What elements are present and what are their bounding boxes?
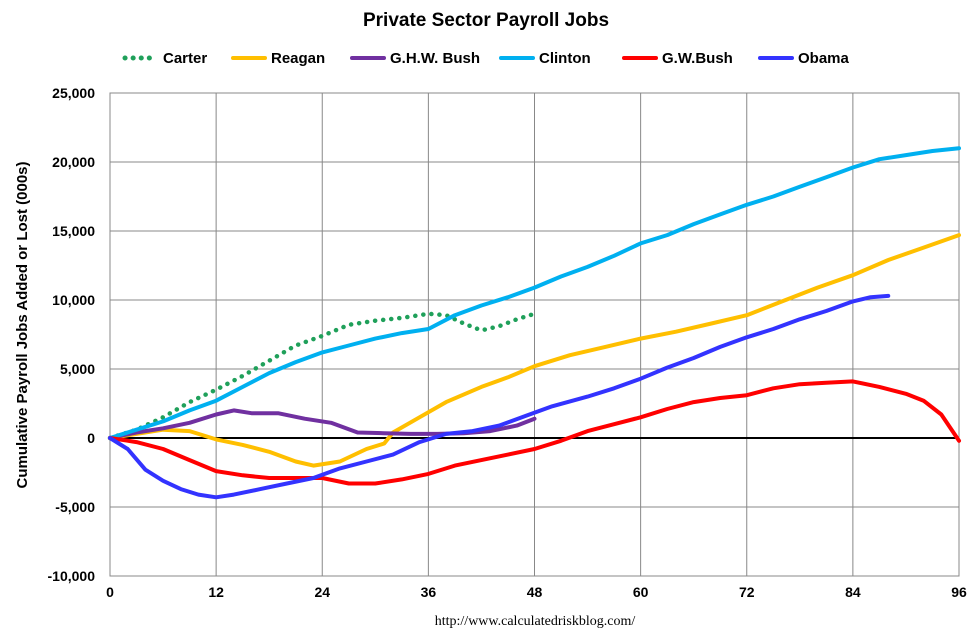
- legend-item-reagan: Reagan: [231, 50, 325, 67]
- series-line-g-w-bush: [108, 379, 961, 486]
- legend-label: Reagan: [271, 50, 325, 67]
- y-tick-label: -10,000: [48, 568, 96, 584]
- source-url: http://www.calculatedriskblog.com/: [435, 614, 636, 629]
- legend: Carter Reagan G.H.W. Bush Clinton G.W.Bush Ob…: [122, 50, 850, 67]
- legend-label: Clinton: [539, 50, 591, 67]
- x-axis-ticks: 0 12 24 36 48 60 72 84 96: [106, 584, 967, 600]
- x-tick-label: 36: [421, 584, 437, 600]
- x-tick-label: 72: [739, 584, 755, 600]
- y-tick-label: 15,000: [52, 223, 95, 239]
- series-line-carter: [107, 311, 537, 441]
- x-tick-label: 96: [951, 584, 967, 600]
- legend-item-carter: Carter: [122, 50, 207, 67]
- legend-label: Carter: [163, 50, 207, 67]
- y-axis-ticks: -10,000 -5,000 0 5,000 10,000 15,000 20,000 25,…: [48, 85, 96, 584]
- x-tick-label: 60: [633, 584, 649, 600]
- series-lines: [107, 146, 961, 500]
- legend-item-g-h-w-bush: G.H.W. Bush: [350, 50, 480, 67]
- legend-label: G.W.Bush: [662, 50, 733, 67]
- x-tick-label: 0: [106, 584, 114, 600]
- chart-title: Private Sector Payroll Jobs: [363, 10, 609, 31]
- x-tick-label: 12: [208, 584, 224, 600]
- y-tick-label: 10,000: [52, 292, 95, 308]
- x-tick-label: 48: [527, 584, 543, 600]
- y-axis-label: Cumulative Payroll Jobs Added or Lost (0…: [14, 161, 31, 488]
- y-tick-label: 25,000: [52, 85, 95, 101]
- series-line-reagan: [108, 233, 961, 468]
- legend-label: G.H.W. Bush: [390, 50, 480, 67]
- x-tick-label: 24: [314, 584, 330, 600]
- legend-item-obama: Obama: [758, 50, 850, 67]
- y-tick-label: -5,000: [55, 499, 95, 515]
- legend-item-g-w-bush: G.W.Bush: [622, 50, 733, 67]
- gridlines: [110, 93, 959, 576]
- legend-label: Obama: [798, 50, 850, 67]
- y-tick-label: 5,000: [60, 361, 95, 377]
- y-tick-label: 0: [87, 430, 95, 446]
- x-tick-label: 84: [845, 584, 861, 600]
- series-line-clinton: [108, 146, 961, 440]
- legend-item-clinton: Clinton: [499, 50, 591, 67]
- series-line-obama: [108, 293, 891, 500]
- y-tick-label: 20,000: [52, 154, 95, 170]
